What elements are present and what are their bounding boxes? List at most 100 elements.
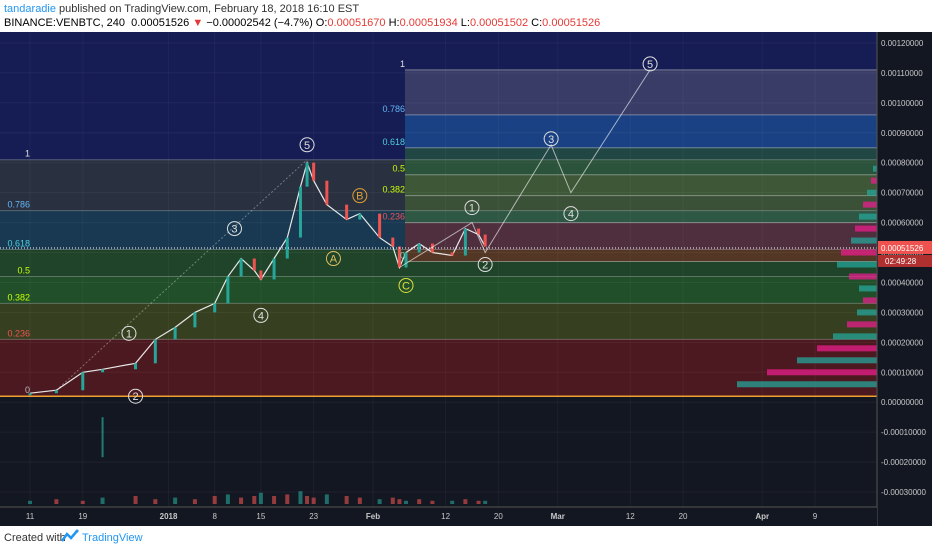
wave-label: 4 — [568, 209, 574, 221]
chart-header: tandaradie published on TradingView.com,… — [0, 0, 932, 32]
volume-profile-bar — [859, 285, 877, 292]
price-candle — [325, 180, 329, 205]
x-tick-label: 20 — [494, 512, 503, 521]
price-candle — [477, 228, 481, 235]
x-tick-label: 11 — [26, 512, 35, 521]
volume-bar — [417, 499, 422, 504]
volume-bar — [100, 497, 105, 504]
fib-band-left — [0, 159, 877, 211]
time-axis — [0, 507, 877, 526]
fib-left-label: 0.618 — [7, 239, 30, 249]
volume-bar — [252, 496, 257, 504]
wave-circle — [464, 200, 480, 216]
volume-profile-bar — [841, 249, 877, 256]
wave-projection — [56, 69, 651, 391]
y-tick-label: 0.00080000 — [881, 159, 924, 168]
countdown-tag: 02:49:28 — [885, 257, 917, 266]
volume-profile-bar — [833, 333, 877, 340]
volume-profile-bar — [857, 309, 877, 316]
volume-profile-bar — [867, 189, 877, 196]
volume-bar — [285, 494, 290, 504]
wave-circle — [543, 131, 559, 147]
wave-label: 2 — [132, 391, 138, 403]
price-axis — [877, 32, 932, 526]
price-candle — [483, 234, 487, 247]
volume-bar — [344, 496, 349, 504]
y-tick-label: 0.00120000 — [881, 39, 924, 48]
fib-right-label: 1 — [400, 59, 405, 69]
volume-profile-bar — [855, 225, 877, 232]
x-tick-label: 12 — [441, 512, 450, 521]
fib-left-label: 1 — [25, 149, 30, 159]
open-value: 0.00051670 — [327, 17, 386, 29]
y-tick-label: -0.00010000 — [881, 428, 926, 437]
fib-band-right — [405, 147, 877, 175]
volume-bar — [305, 496, 310, 504]
price-candle — [378, 213, 382, 238]
y-tick-label: -0.00030000 — [881, 488, 926, 497]
volume-bar — [404, 500, 409, 504]
volume-profile-bar — [849, 273, 877, 280]
price-candle — [153, 339, 157, 364]
volume-bar — [390, 497, 395, 504]
last-price: 0.00051526 — [131, 17, 190, 29]
publish-line: tandaradie published on TradingView.com,… — [4, 3, 359, 15]
y-tick-label: 0.00000000 — [881, 398, 924, 407]
price-candle — [463, 228, 467, 256]
y-tick-label: 0.00110000 — [881, 69, 923, 78]
fib-band-right — [405, 222, 877, 262]
price-candle — [81, 372, 85, 391]
axes: 0.00120000 0.00110000 0.00100000 0.00090000… — [0, 32, 932, 526]
high-value: 0.00051934 — [399, 17, 458, 29]
volume-profile-bar — [873, 165, 877, 172]
fib-band-left — [0, 249, 877, 277]
volume-profile-bar — [847, 321, 877, 328]
grid-lines — [0, 32, 877, 507]
volume-profile-bar — [737, 381, 877, 388]
x-tick-label: 8 — [212, 512, 217, 521]
wave-circle — [226, 221, 242, 237]
fib-labels: 1 0.786 0.618 0.5 0.382 0.236 0 1 0.786 0.618 0.5 0… — [7, 59, 405, 395]
wave-circle — [352, 188, 368, 204]
price-candle — [391, 237, 395, 247]
chart-area[interactable]: 1 0.786 0.618 0.5 0.382 0.236 0 1 0.786 0.618 0.5 0… — [0, 32, 932, 526]
high-label: H: — [388, 17, 400, 29]
wave-label: 3 — [548, 134, 554, 146]
price-candle — [134, 363, 138, 370]
fib-right-label: 0.786 — [382, 104, 405, 114]
wave-circle — [477, 257, 493, 273]
volume-bar — [450, 500, 455, 504]
author-link[interactable]: tandaradie — [4, 3, 56, 15]
volume-bar — [239, 497, 244, 504]
last-price-tag-bg — [878, 240, 932, 254]
volume-bar — [225, 494, 230, 504]
volume-bar — [192, 499, 197, 504]
volume-bar — [476, 500, 481, 504]
x-tick-label: 12 — [626, 512, 635, 521]
fib-band-right — [405, 114, 877, 148]
fib-band-right — [405, 195, 877, 223]
price-candle — [298, 186, 302, 238]
volume-profile-bar — [837, 261, 877, 268]
volume-bar — [430, 500, 435, 504]
wave-label: B — [356, 191, 363, 203]
volume-profile-bar — [817, 345, 877, 352]
fib-left-label: 0.5 — [17, 265, 30, 275]
fib-left-label: 0.786 — [7, 200, 30, 210]
price-chart[interactable]: 10.7860.6180.50.3820.236010.7860.6180.50… — [0, 32, 932, 526]
wave-label: 5 — [647, 59, 653, 71]
wave-label: 1 — [126, 328, 132, 340]
volume-bar — [377, 499, 382, 504]
y-tick-label: 0.00020000 — [881, 338, 924, 347]
y-tick-label: 0.00070000 — [881, 189, 924, 198]
wave-label: 1 — [469, 203, 475, 215]
tradingview-brand[interactable]: TradingView — [82, 532, 143, 544]
volume-bar — [397, 499, 402, 504]
price-candle — [28, 393, 32, 396]
volume-bar — [357, 497, 362, 504]
volume-bar — [28, 500, 32, 504]
volume-profile-bar — [797, 357, 877, 364]
wave-circle — [253, 307, 269, 323]
down-arrow-icon: ▼ — [192, 17, 204, 29]
fib-left-label: 0.236 — [7, 328, 30, 338]
